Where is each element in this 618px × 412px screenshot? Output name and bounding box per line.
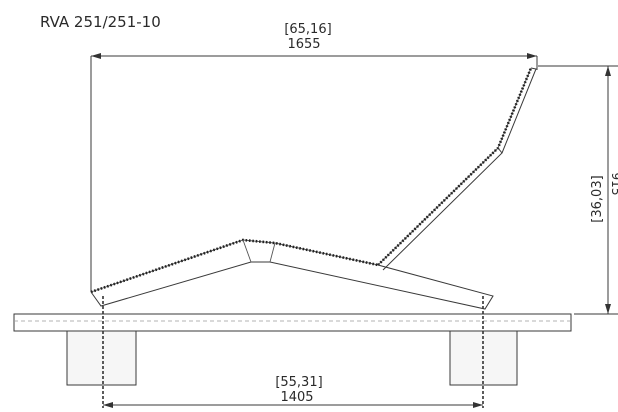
arrowhead-right	[527, 53, 537, 59]
hump-edge-left	[242, 239, 252, 263]
lounger-frame	[90, 67, 537, 310]
arrowhead-spacing-right	[473, 402, 483, 408]
arrowhead-bottom	[605, 304, 611, 314]
lower-frame	[90, 261, 494, 310]
support-spacing-dimension: [55,31] 1405	[103, 375, 483, 408]
seat-slats	[90, 238, 379, 294]
length-mm-label: 1655	[287, 37, 320, 52]
backrest-strut	[382, 147, 503, 271]
deck-top-outline	[90, 67, 532, 293]
arrowhead-spacing-left	[103, 402, 113, 408]
headrest-edge	[501, 67, 537, 154]
model-title: RVA 251/251-10	[40, 13, 161, 31]
ground-slab	[13, 313, 572, 332]
spacing-mm-label: 1405	[280, 390, 313, 405]
arrowhead-top	[605, 66, 611, 76]
hump-edge-right	[269, 242, 276, 263]
height-inches-label: [36,03]	[590, 175, 605, 222]
backrest-slats	[377, 67, 533, 266]
arrowhead-left	[91, 53, 101, 59]
overall-height-dimension: [36,03] 915	[538, 65, 618, 315]
foundation-pad-left	[66, 330, 137, 386]
height-mm-label: 915	[609, 173, 618, 196]
length-inches-label: [65,16]	[284, 22, 331, 37]
overall-length-dimension: [65,16] 1655	[90, 22, 538, 292]
spacing-inches-label: [55,31]	[275, 375, 322, 390]
